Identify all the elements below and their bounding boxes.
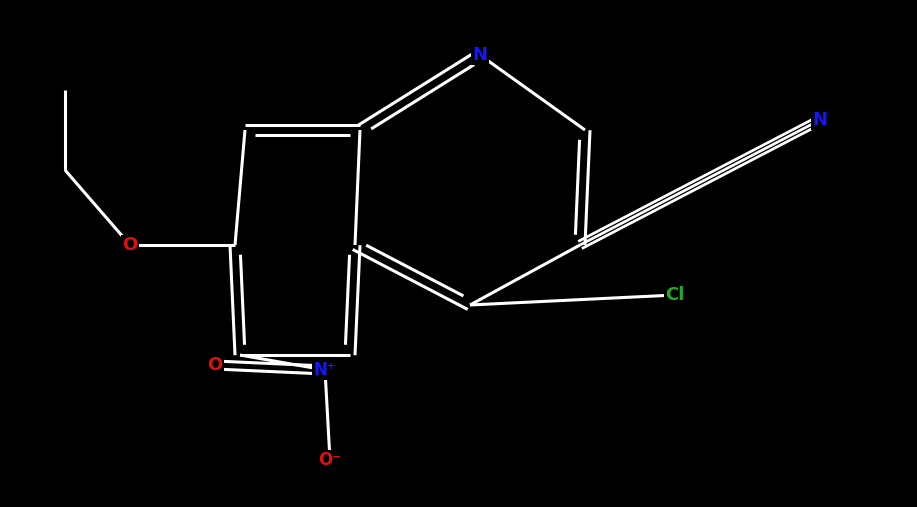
Text: N: N — [472, 46, 488, 64]
Text: N: N — [812, 111, 827, 129]
Text: O: O — [122, 236, 138, 254]
Text: N⁺: N⁺ — [314, 361, 337, 379]
Text: O: O — [207, 356, 223, 374]
Text: Cl: Cl — [666, 286, 685, 304]
Text: O⁻: O⁻ — [318, 451, 341, 469]
